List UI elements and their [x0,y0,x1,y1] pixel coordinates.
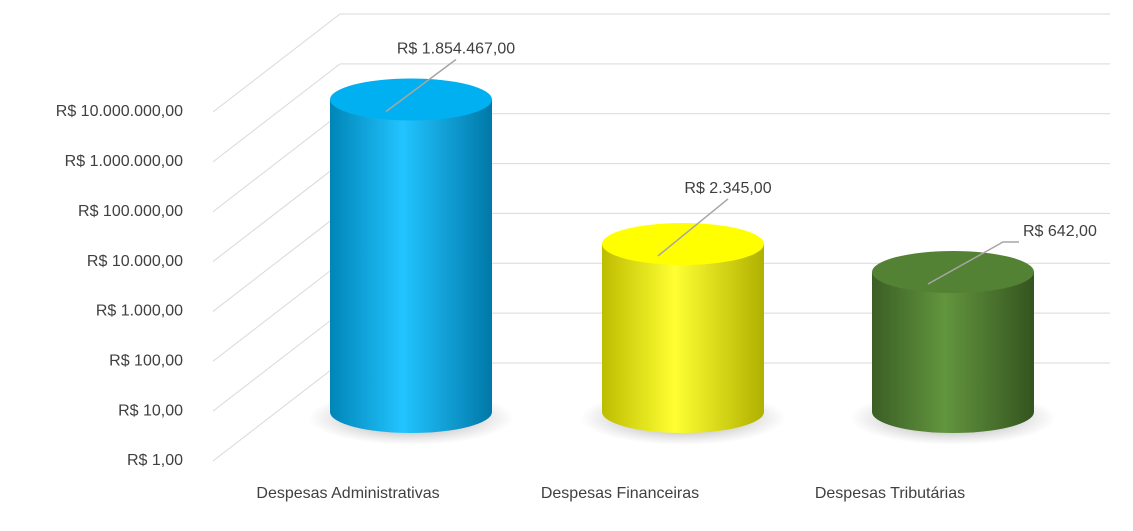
bar [330,99,492,413]
grid-line-side [212,163,341,262]
bar-top [330,78,492,121]
x-tick-label: Despesas Tributárias [814,485,966,502]
grid-line-side [212,63,341,163]
grid-line-side [212,113,341,213]
bar-top [602,222,764,265]
y-tick-label: R$ 1,00 [127,452,183,469]
y-tick-label: R$ 10.000,00 [87,253,183,270]
leader-line [657,198,729,257]
y-tick-label: R$ 10.000.000,00 [56,103,183,120]
grid-line-side [212,312,341,412]
value-label: R$ 642,00 [1023,223,1097,240]
grid-line-side [212,262,341,362]
bar-top [872,251,1034,294]
grid-line-side [212,213,341,312]
x-tick-label: Despesas Financeiras [540,485,700,502]
grid-line-side [212,13,341,113]
bar [602,243,764,412]
y-tick-label: R$ 1.000.000,00 [65,153,183,170]
y-tick-label: R$ 100,00 [109,353,183,370]
x-tick-label: Despesas Administrativas [256,485,440,502]
grid-line-side [212,362,341,462]
bar [872,272,1034,412]
y-tick-label: R$ 10,00 [118,402,183,419]
y-tick-label: R$ 100.000,00 [78,203,183,220]
value-label: R$ 1.854.467,00 [397,41,515,58]
leader-line [385,58,457,113]
leader-line [927,241,1019,285]
y-tick-label: R$ 1.000,00 [96,303,183,320]
value-label: R$ 2.345,00 [684,180,771,197]
